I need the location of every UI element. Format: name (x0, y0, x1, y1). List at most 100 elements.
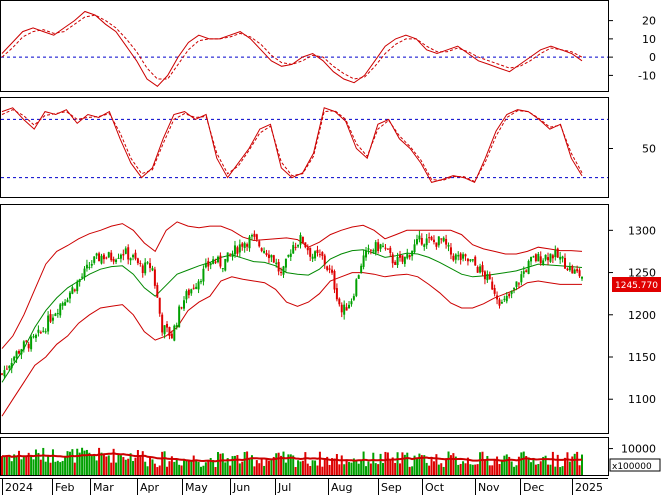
volume-bar (30, 456, 33, 475)
volume-bar (110, 462, 113, 475)
candle-body (437, 236, 440, 246)
candle-body (292, 245, 295, 254)
candle-body (275, 262, 278, 264)
volume-bar (323, 458, 326, 475)
candle-body (197, 281, 200, 290)
candle-body (166, 323, 169, 328)
candle-body (149, 263, 152, 269)
volume-bar (289, 454, 292, 475)
volume-bar (297, 460, 300, 475)
volume-bar (573, 453, 576, 475)
volume-bar (64, 456, 67, 475)
candle-body (163, 325, 166, 335)
volume-bar (551, 451, 554, 475)
volume-bar (343, 464, 346, 475)
candle-body (102, 254, 105, 260)
volume-bar (287, 454, 290, 475)
candle-body (551, 255, 554, 259)
candle-body (248, 236, 251, 249)
volume-bar (493, 458, 496, 475)
price-axis-tick-label: 1100 (628, 393, 656, 406)
candle-body (253, 233, 256, 237)
volume-bar (56, 460, 59, 475)
candle-body (452, 255, 455, 261)
candle-body (15, 351, 18, 358)
candle-body (418, 235, 421, 240)
candle-body (498, 299, 501, 306)
candle-body (554, 250, 557, 258)
volume-bar (440, 463, 443, 475)
volume-bar (316, 465, 319, 475)
candle-body (280, 271, 283, 273)
volume-bar (510, 461, 513, 475)
candle-body (357, 275, 360, 279)
candle-body (338, 298, 341, 305)
candle-body (98, 253, 101, 262)
candle-body (476, 266, 479, 273)
candle-body (571, 266, 574, 274)
candle-body (37, 329, 40, 333)
candle-body (10, 362, 13, 369)
volume-bar (25, 455, 28, 475)
candle-body (3, 370, 6, 377)
volume-bar (350, 462, 353, 475)
volume-bar (27, 452, 30, 475)
candle-body (122, 254, 125, 256)
candle-body (542, 260, 545, 265)
candle-body (170, 333, 173, 339)
candle-body (447, 244, 450, 247)
volume-bar (559, 467, 562, 475)
volume-bar (277, 452, 280, 475)
volume-bar (568, 461, 571, 475)
volume-bar (272, 456, 275, 475)
candle-body (168, 326, 171, 336)
candle-body (54, 313, 57, 316)
candle-body (175, 325, 178, 327)
volume-bar (282, 451, 285, 475)
date-tick-label: Feb (55, 481, 74, 494)
candle-body (258, 241, 261, 247)
candle-body (411, 250, 414, 257)
volume-bar (561, 466, 564, 475)
candle-body (224, 258, 227, 271)
candle-body (81, 276, 84, 278)
candle-body (352, 296, 355, 300)
oscillator-series-2 (1, 14, 583, 80)
candle-body (462, 254, 465, 259)
price-axis-tick-label: 1300 (628, 224, 656, 237)
candle-body (214, 261, 217, 263)
volume-bar (520, 452, 523, 475)
volume-bar (345, 459, 348, 475)
candle-body (100, 255, 103, 264)
volume-axis-tick-label: 10000 (621, 443, 656, 456)
volume-bar (238, 463, 241, 475)
volume-bar (435, 454, 438, 475)
stochastic-series-2 (1, 109, 583, 183)
candle-body (216, 256, 219, 263)
candle-body (5, 368, 8, 370)
volume-bar (178, 464, 181, 475)
volume-bar (243, 452, 246, 475)
candle-body (428, 237, 431, 239)
volume-bar (173, 461, 176, 475)
candle-body (534, 254, 537, 262)
volume-bar (47, 455, 50, 475)
candle-body (377, 242, 380, 251)
candle-body (146, 262, 149, 264)
stochastic-frame (0, 97, 609, 198)
volume-bar (476, 464, 479, 475)
volume-bar (34, 449, 37, 475)
volume-bar (149, 457, 152, 475)
volume-average-line (1, 452, 583, 463)
candle-body (537, 253, 540, 262)
volume-bar (42, 447, 45, 475)
volume-bar (369, 463, 372, 475)
candle-body (134, 252, 137, 259)
volume-bar (415, 457, 418, 475)
candle-body (132, 255, 135, 258)
volume-bar (17, 450, 20, 475)
volume-bar (357, 463, 360, 475)
candle-body (27, 343, 30, 349)
candle-body (144, 262, 147, 274)
volume-bar (532, 457, 535, 475)
